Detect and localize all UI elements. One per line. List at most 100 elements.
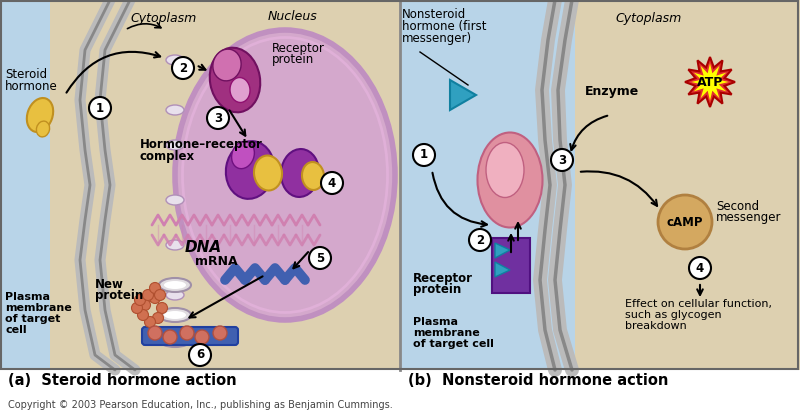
Ellipse shape	[166, 195, 184, 205]
Circle shape	[145, 317, 155, 327]
Circle shape	[195, 330, 209, 344]
Text: Plasma: Plasma	[5, 292, 50, 302]
Circle shape	[150, 292, 161, 304]
Ellipse shape	[159, 278, 191, 292]
Ellipse shape	[302, 162, 324, 190]
Text: Second: Second	[716, 200, 759, 213]
Text: membrane: membrane	[413, 328, 480, 338]
Ellipse shape	[164, 281, 186, 289]
Circle shape	[131, 302, 142, 314]
FancyBboxPatch shape	[575, 0, 800, 370]
Text: protein: protein	[272, 53, 314, 66]
Circle shape	[213, 326, 227, 340]
Text: 6: 6	[196, 349, 204, 362]
Circle shape	[309, 247, 331, 269]
Circle shape	[138, 309, 149, 321]
Circle shape	[207, 107, 229, 129]
Polygon shape	[495, 243, 510, 258]
FancyBboxPatch shape	[492, 238, 530, 293]
Text: cell: cell	[5, 325, 26, 335]
Text: Cytoplasm: Cytoplasm	[130, 12, 196, 25]
Circle shape	[153, 312, 163, 324]
Text: DNA: DNA	[185, 240, 222, 255]
Ellipse shape	[36, 121, 50, 137]
Ellipse shape	[166, 55, 184, 65]
Text: Effect on cellular function,: Effect on cellular function,	[625, 299, 772, 309]
Text: (b)  Nonsteroid hormone action: (b) Nonsteroid hormone action	[408, 373, 668, 388]
Text: Cytoplasm: Cytoplasm	[615, 12, 682, 25]
Polygon shape	[450, 80, 476, 110]
Text: 1: 1	[96, 101, 104, 115]
Text: Nonsteroid: Nonsteroid	[402, 8, 466, 21]
Text: Receptor: Receptor	[413, 272, 473, 285]
Ellipse shape	[213, 49, 241, 81]
Text: 1: 1	[420, 148, 428, 161]
Text: Plasma: Plasma	[413, 317, 458, 327]
Text: breakdown: breakdown	[625, 321, 686, 331]
Ellipse shape	[210, 48, 260, 112]
Circle shape	[321, 172, 343, 194]
Text: hormone: hormone	[5, 80, 58, 93]
Ellipse shape	[159, 308, 191, 322]
Circle shape	[413, 144, 435, 166]
Ellipse shape	[166, 335, 184, 345]
Ellipse shape	[232, 141, 254, 169]
Ellipse shape	[486, 143, 524, 198]
Circle shape	[469, 229, 491, 251]
Ellipse shape	[164, 311, 186, 319]
Ellipse shape	[166, 105, 184, 115]
Ellipse shape	[226, 141, 274, 199]
Text: 2: 2	[476, 234, 484, 246]
Circle shape	[142, 289, 154, 301]
Circle shape	[551, 149, 573, 171]
Text: 4: 4	[328, 176, 336, 189]
Text: (a)  Steroid hormone action: (a) Steroid hormone action	[8, 373, 237, 388]
Polygon shape	[495, 262, 510, 277]
Ellipse shape	[166, 290, 184, 300]
Text: 3: 3	[558, 153, 566, 166]
Text: 3: 3	[214, 111, 222, 125]
Text: messenger: messenger	[716, 211, 782, 224]
Text: 5: 5	[316, 251, 324, 264]
Text: Receptor: Receptor	[272, 42, 325, 55]
Ellipse shape	[164, 336, 186, 344]
Text: New: New	[95, 278, 124, 291]
Ellipse shape	[166, 240, 184, 250]
Circle shape	[148, 326, 162, 340]
Circle shape	[172, 57, 194, 79]
Circle shape	[134, 294, 146, 306]
Circle shape	[150, 282, 161, 294]
Ellipse shape	[281, 149, 319, 197]
Text: hormone (first: hormone (first	[402, 20, 486, 33]
Text: membrane: membrane	[5, 303, 72, 313]
FancyBboxPatch shape	[400, 0, 575, 370]
Text: Steroid: Steroid	[5, 68, 47, 81]
Circle shape	[180, 326, 194, 340]
Polygon shape	[691, 63, 729, 101]
Ellipse shape	[254, 156, 282, 191]
Ellipse shape	[159, 333, 191, 347]
Text: Enzyme: Enzyme	[585, 85, 639, 98]
Circle shape	[89, 97, 111, 119]
Text: 4: 4	[696, 261, 704, 274]
Circle shape	[189, 344, 211, 366]
Circle shape	[154, 289, 166, 301]
Circle shape	[163, 330, 177, 344]
FancyBboxPatch shape	[0, 0, 50, 370]
Ellipse shape	[478, 133, 542, 228]
FancyBboxPatch shape	[142, 327, 238, 345]
Text: protein: protein	[413, 283, 462, 296]
FancyBboxPatch shape	[50, 0, 400, 370]
Text: Nucleus: Nucleus	[268, 10, 318, 23]
Text: such as glycogen: such as glycogen	[625, 310, 722, 320]
Text: 2: 2	[179, 61, 187, 75]
Ellipse shape	[166, 140, 184, 150]
Text: ATP: ATP	[697, 75, 723, 88]
Text: cAMP: cAMP	[666, 216, 703, 229]
Circle shape	[689, 257, 711, 279]
Ellipse shape	[27, 98, 53, 132]
Text: mRNA: mRNA	[195, 255, 238, 268]
Circle shape	[139, 299, 150, 311]
Text: of target: of target	[5, 314, 60, 324]
Text: Copyright © 2003 Pearson Education, Inc., publishing as Benjamin Cummings.: Copyright © 2003 Pearson Education, Inc.…	[8, 400, 393, 410]
